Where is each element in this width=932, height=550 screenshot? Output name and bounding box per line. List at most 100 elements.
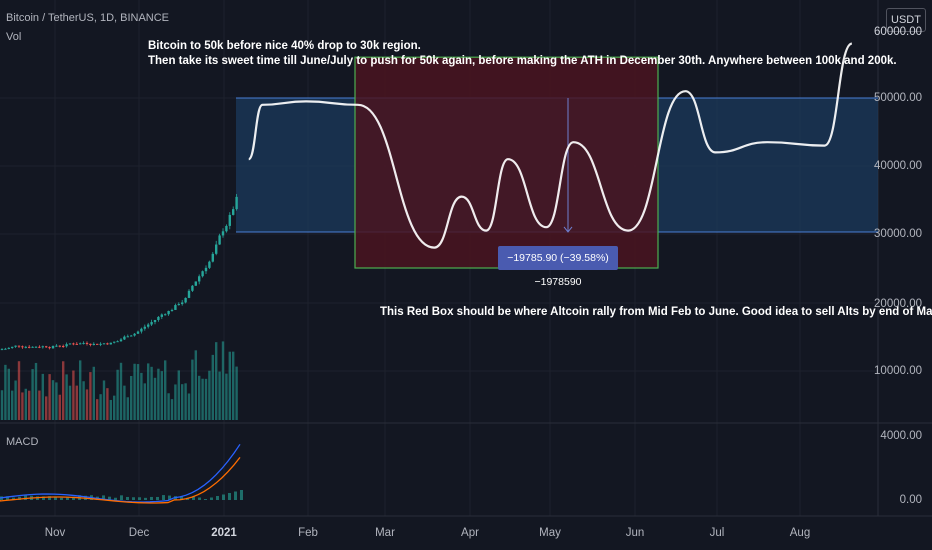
macd-histogram-bar [192,496,195,500]
candle-body [201,271,204,277]
currency-button[interactable]: USDT [886,8,926,32]
volume-indicator-label[interactable]: Vol [6,31,22,43]
macd-axis-label: 0.00 [899,494,922,506]
macd-histogram-bar [54,496,57,500]
volume-bar [160,371,163,420]
volume-bar [7,368,10,420]
price-label: 10000.00 [874,365,922,377]
volume-bar [82,381,85,420]
volume-bar [232,351,235,420]
annotation-top-line2[interactable]: Then take its sweet time till June/July … [148,55,897,67]
volume-bar [143,383,146,420]
candle-body [34,346,38,348]
candle-body [164,314,167,316]
volume-bar [170,399,174,420]
macd-histogram-bar [156,496,159,500]
candle-body [150,322,153,325]
macd-histogram-bar [138,497,141,500]
volume-bar [147,363,150,420]
volume-bar [215,342,218,420]
volume-bar [106,388,109,420]
volume-bar [126,397,129,420]
volume-bar [102,380,106,420]
candle-body [68,343,72,345]
candle-body [45,346,48,348]
candle-body [157,316,160,320]
volume-bar [211,354,214,420]
candle-body [170,309,174,311]
volume-bar [75,385,78,420]
volume-bar [79,360,82,420]
price-label-top-partial: 60000.00 [874,26,922,38]
candle-body [198,276,201,282]
projection-path [247,42,853,249]
candle-body [225,225,228,232]
macd-histogram-bar [204,499,207,500]
volume-bar [136,364,140,420]
volume-bar [68,385,72,420]
macd-histogram-bar [234,491,237,500]
candle-body [109,342,112,345]
candle-body [133,333,136,336]
candle-body [174,305,177,310]
volume-bar [48,374,51,420]
volume-bar [28,390,31,420]
volume-bar [221,341,225,420]
candle-body [92,343,95,346]
candle-body [116,341,119,343]
annotation-red-box-note[interactable]: This Red Box should be where Altcoin ral… [380,306,932,318]
volume-bar [31,369,34,420]
candle-body [106,343,109,345]
time-label: Feb [298,527,318,539]
price-label: 40000.00 [874,160,922,172]
macd-histogram-bar [144,497,147,500]
candle-body [89,343,92,346]
signal-line [0,456,241,504]
time-label: Jul [709,527,725,539]
candle-body [31,346,34,348]
macd-histogram-bar [162,495,165,500]
candle-body [221,231,225,236]
macd-histogram-bar [6,496,9,500]
candle-body [0,349,4,351]
candle-body [228,214,231,226]
macd-histogram-bar [42,496,45,500]
volume-bar [0,390,4,420]
volume-bar [65,374,68,420]
red-altcoin-box [354,56,659,269]
volume-bar [130,375,133,420]
candle-body [194,281,197,286]
macd-indicator-label[interactable]: MACD [6,436,39,448]
volume-bar [184,383,187,420]
volume-bar [17,361,21,420]
candle-body [55,345,58,347]
volume-bar [157,368,160,420]
candle-body [181,302,184,305]
volume-bar [92,366,95,420]
volume-bar [4,364,7,420]
volume-bar [187,393,191,420]
volume-bar [113,395,116,420]
macd-histogram-bar [150,496,153,500]
annotation-top-line1[interactable]: Bitcoin to 50k before nice 40% drop to 3… [148,40,421,52]
candle-body [123,336,126,340]
volume-bar [45,396,48,420]
macd-histogram-bar [108,496,111,500]
candle-body [208,261,211,268]
volume-bar [201,378,204,420]
volume-bar [153,377,157,420]
volume-bar [218,371,221,420]
candle-body [85,342,89,344]
candle-body [235,196,238,210]
volume-bar [55,382,58,420]
candle-body [177,304,180,306]
candle-body [4,348,7,350]
volume-bar [194,350,197,420]
volume-bar [96,399,99,420]
volume-bar [177,370,180,420]
measure-tool-label[interactable]: −19785.90 (−39.58%) −1978590 [498,246,618,288]
candle-body [113,341,116,343]
candle-body [51,345,55,349]
